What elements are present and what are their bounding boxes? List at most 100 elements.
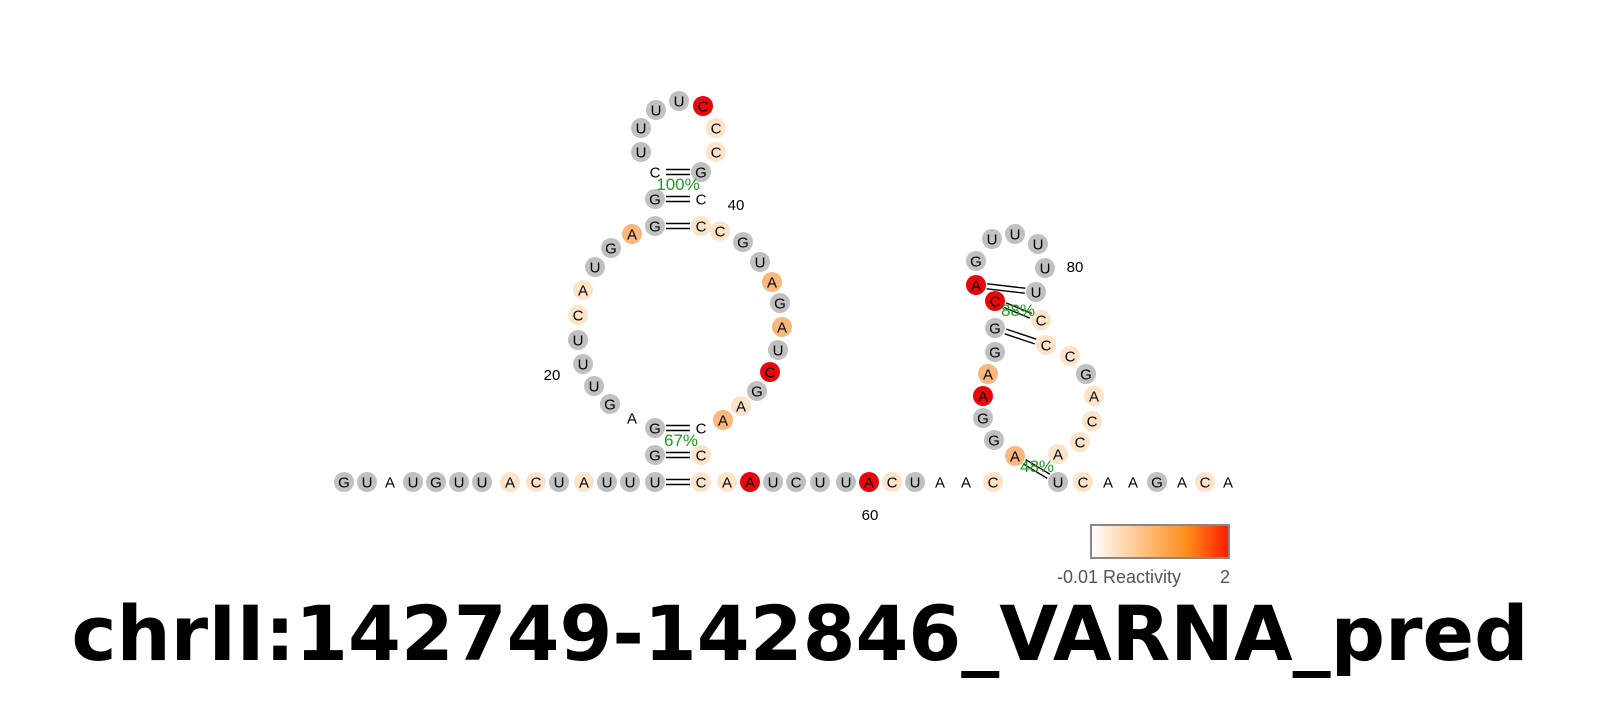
- nucleotide-letter: A: [722, 475, 732, 492]
- nucleotide-circle: [973, 386, 993, 406]
- nucleotide-6: U: [449, 472, 469, 492]
- nucleotide-circle: [1005, 446, 1025, 466]
- nucleotide-circle: [956, 472, 976, 492]
- nucleotide-circle: [973, 408, 993, 428]
- nucleotide-30: U: [631, 142, 651, 162]
- nucleotide-circle: [426, 472, 446, 492]
- nucleotide-7: U: [472, 472, 492, 492]
- nucleotide-letter: G: [977, 411, 989, 428]
- nucleotide-letter: U: [674, 94, 685, 111]
- nucleotide-letter: A: [1053, 447, 1063, 464]
- nucleotide-circle: [691, 189, 711, 209]
- nucleotide-circle: [691, 472, 711, 492]
- nucleotide-circle: [710, 221, 730, 241]
- nucleotide-22: C: [568, 305, 588, 325]
- nucleotide-86: C: [1082, 411, 1102, 431]
- nucleotide-letter: A: [745, 475, 755, 492]
- nucleotide-letter: G: [989, 321, 1001, 338]
- nucleotide-letter: G: [695, 165, 707, 182]
- position-label-20: 20: [544, 367, 561, 384]
- nucleotide-64: A: [956, 472, 976, 492]
- nucleotide-circle: [859, 472, 879, 492]
- nucleotide-56: U: [763, 472, 783, 492]
- nucleotide-letter: U: [578, 357, 589, 374]
- nucleotide-letter: C: [696, 448, 707, 465]
- nucleotide-circle: [763, 472, 783, 492]
- nucleotide-92: A: [1123, 472, 1143, 492]
- nucleotide-circle: [930, 472, 950, 492]
- nucleotide-55: A: [740, 472, 760, 492]
- nucleotide-letter: A: [864, 475, 874, 492]
- nucleotide-letter: C: [1036, 313, 1047, 330]
- nucleotide-circle: [836, 472, 856, 492]
- nucleotide-62: U: [905, 472, 925, 492]
- nucleotide-circle: [983, 472, 1003, 492]
- nucleotide-letter: A: [961, 475, 971, 492]
- nucleotide-letter: C: [711, 121, 722, 138]
- nucleotide-circle: [500, 472, 520, 492]
- nucleotide-17: A: [622, 408, 642, 428]
- nucleotide-circle: [472, 472, 492, 492]
- reactivity-color-scale: [1090, 524, 1230, 559]
- nucleotide-letter: U: [651, 103, 662, 120]
- nucleotide-67: G: [984, 430, 1004, 450]
- reactivity-legend: -0.01 Reactivity 2: [1057, 524, 1230, 587]
- base-pair-line: [1006, 328, 1037, 340]
- nucleotide-15: G: [645, 445, 665, 465]
- nucleotide-23: A: [573, 280, 593, 300]
- stem-percent-label-4: 48%: [1020, 457, 1054, 476]
- nucleotide-3: A: [380, 472, 400, 492]
- nucleotide-circle: [1218, 472, 1238, 492]
- nucleotide-letter: U: [636, 145, 647, 162]
- nucleotide-circle: [706, 142, 726, 162]
- nucleotide-circle: [1028, 234, 1048, 254]
- nucleotide-letter: U: [1010, 227, 1021, 244]
- nucleotide-letter: C: [696, 421, 707, 438]
- nucleotide-40: C: [710, 221, 730, 241]
- nucleotide-circle: [380, 472, 400, 492]
- nucleotide-63: A: [930, 472, 950, 492]
- nucleotide-letter: U: [773, 343, 784, 360]
- nucleotide-letter: U: [1053, 475, 1064, 492]
- nucleotide-letter: U: [987, 232, 998, 249]
- nucleotide-circle: [585, 257, 605, 277]
- nucleotide-letter: G: [1151, 475, 1163, 492]
- nucleotide-circle: [645, 216, 665, 236]
- nucleotide-10: U: [549, 472, 569, 492]
- nucleotide-letter: G: [605, 241, 617, 258]
- nucleotide-circle: [646, 100, 666, 120]
- nucleotide-letter: G: [774, 296, 786, 313]
- nucleotide-circle: [1076, 364, 1096, 384]
- position-label-80: 80: [1067, 259, 1084, 276]
- nucleotide-circle: [645, 162, 665, 182]
- nucleotide-circle: [1035, 258, 1055, 278]
- nucleotide-65: C: [983, 472, 1003, 492]
- nucleotide-letter: C: [1078, 475, 1089, 492]
- nucleotide-letter: G: [737, 235, 749, 252]
- nucleotide-52: C: [691, 445, 711, 465]
- nucleotide-letter: A: [935, 475, 945, 492]
- nucleotide-4: U: [403, 472, 423, 492]
- legend-min-label: -0.01: [1057, 567, 1098, 587]
- nucleotide-letter: U: [768, 475, 779, 492]
- nucleotide-circle: [403, 472, 423, 492]
- nucleotide-80: U: [1026, 282, 1046, 302]
- nucleotide-circle: [568, 305, 588, 325]
- nucleotide-31: U: [631, 118, 651, 138]
- nucleotide-circle: [713, 410, 733, 430]
- nucleotide-circle: [1123, 472, 1143, 492]
- nucleotide-66: A: [1005, 446, 1025, 466]
- nucleotide-circle: [584, 376, 604, 396]
- nucleotide-letter: C: [696, 219, 707, 236]
- nucleotide-60: A: [859, 472, 879, 492]
- nucleotide-letter: C: [1087, 414, 1098, 431]
- nucleotide-38: C: [691, 189, 711, 209]
- nucleotide-68: G: [973, 408, 993, 428]
- nucleotide-circle: [1195, 472, 1215, 492]
- nucleotide-circle: [1031, 310, 1051, 330]
- nucleotide-circle: [600, 394, 620, 414]
- nucleotide-letter: G: [751, 384, 763, 401]
- nucleotide-5: G: [426, 472, 446, 492]
- base-pair-line: [987, 283, 1026, 289]
- nucleotide-81: C: [1031, 310, 1051, 330]
